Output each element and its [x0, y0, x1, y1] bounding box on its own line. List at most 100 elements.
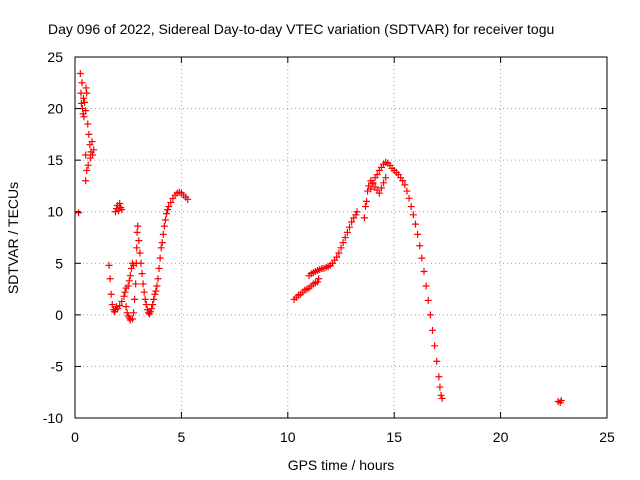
data-point	[373, 171, 381, 179]
data-point	[76, 70, 84, 78]
data-point	[438, 394, 446, 402]
data-point	[403, 187, 411, 195]
data-point	[420, 268, 428, 276]
data-point	[164, 206, 172, 214]
data-point	[136, 249, 144, 257]
data-point	[153, 282, 161, 290]
data-point	[131, 295, 139, 303]
data-point	[133, 228, 141, 236]
data-point	[152, 287, 160, 295]
data-point	[138, 270, 146, 278]
x-tick-label: 15	[386, 429, 402, 445]
data-point	[353, 208, 361, 216]
data-point	[409, 211, 417, 219]
data-point	[367, 185, 375, 193]
plot-frame	[74, 56, 608, 419]
data-point	[429, 326, 437, 334]
data-point	[133, 244, 141, 252]
data-point	[78, 79, 86, 87]
data-point	[155, 264, 163, 272]
x-tick-labels: 0 5 10 15 20 25	[71, 429, 615, 445]
data-point	[377, 184, 385, 192]
data-point	[124, 282, 132, 290]
x-tick-label: 5	[178, 429, 186, 445]
data-point	[141, 295, 149, 303]
data-point	[130, 309, 138, 317]
data-point	[118, 206, 126, 214]
data-point	[436, 383, 444, 391]
data-point	[150, 295, 158, 303]
data-point	[156, 254, 164, 262]
data-point	[167, 198, 175, 206]
data-point	[154, 275, 162, 283]
data-point	[126, 272, 134, 280]
data-point	[431, 342, 439, 350]
data-point	[557, 396, 565, 404]
data-point	[375, 189, 383, 197]
data-point	[116, 302, 124, 310]
data-point	[137, 259, 145, 267]
data-point	[405, 194, 413, 202]
data-point	[401, 181, 409, 189]
data-point	[135, 237, 143, 245]
x-tick-label: 20	[493, 429, 509, 445]
data-point	[411, 220, 419, 228]
data-point	[363, 197, 371, 205]
data-point	[142, 301, 150, 309]
data-point	[82, 177, 90, 185]
data-point	[414, 230, 422, 238]
data-point	[122, 303, 130, 311]
data-point	[151, 290, 159, 298]
data-point	[407, 203, 415, 211]
y-tick-label: 5	[55, 255, 63, 271]
data-point	[335, 249, 343, 257]
data-point	[337, 244, 345, 252]
data-point	[88, 138, 96, 146]
data-point	[149, 301, 157, 309]
data-point	[111, 208, 119, 216]
data-point	[107, 290, 115, 298]
data-point	[426, 311, 434, 319]
data-point	[148, 305, 156, 313]
data-point	[159, 230, 167, 238]
data-point	[83, 166, 91, 174]
data-point	[140, 288, 148, 296]
data-point	[123, 309, 131, 317]
data-point	[418, 254, 426, 262]
data-point	[116, 199, 124, 207]
y-tick-labels: -10 -5 0 5 10 15 20 25	[43, 49, 63, 426]
data-point	[80, 113, 88, 121]
data-point	[147, 308, 155, 316]
data-point	[346, 223, 354, 231]
x-tick-label: 25	[599, 429, 615, 445]
data-point	[437, 391, 445, 399]
data-point	[315, 275, 323, 283]
x-tick-label: 10	[280, 429, 296, 445]
data-point	[75, 209, 83, 217]
grid-layer	[75, 57, 607, 418]
data-point	[163, 210, 171, 218]
data-point	[422, 282, 430, 290]
data-point	[118, 297, 126, 305]
data-point	[158, 239, 166, 247]
data-point	[339, 239, 347, 247]
chart-title: Day 096 of 2022, Sidereal Day-to-day VTE…	[48, 21, 554, 37]
y-tick-label: -5	[51, 358, 64, 374]
data-point	[435, 373, 443, 381]
tick-layer	[74, 56, 608, 419]
data-point	[81, 98, 89, 106]
data-point	[348, 218, 356, 226]
data-point	[139, 280, 147, 288]
y-axis-label: SDTVAR / TECUs	[5, 182, 21, 294]
y-tick-label: 0	[55, 307, 63, 323]
data-point	[360, 214, 368, 222]
data-point	[134, 222, 142, 230]
data-point	[82, 84, 90, 92]
data-point	[361, 203, 369, 211]
y-tick-label: 10	[47, 204, 63, 220]
y-tick-label: 20	[47, 101, 63, 117]
y-tick-label: 15	[47, 152, 63, 168]
data-point	[80, 94, 88, 102]
